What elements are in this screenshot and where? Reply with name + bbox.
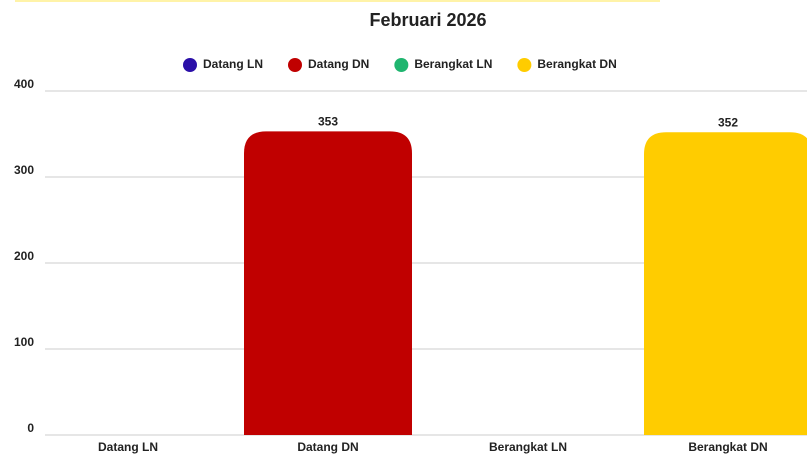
top-accent bbox=[15, 0, 660, 2]
legend-swatch bbox=[517, 58, 532, 72]
data-label: 353 bbox=[318, 115, 338, 129]
x-tick-label: Datang LN bbox=[98, 440, 158, 454]
y-tick-label: 300 bbox=[14, 163, 34, 177]
legend-label: Berangkat DN bbox=[537, 57, 616, 71]
legend-swatch bbox=[394, 58, 409, 72]
x-tick-label: Berangkat DN bbox=[688, 440, 767, 454]
y-tick-label: 400 bbox=[14, 77, 34, 91]
y-tick-label: 0 bbox=[27, 421, 34, 435]
legend-label: Berangkat LN bbox=[414, 57, 492, 71]
legend-swatch bbox=[183, 58, 197, 72]
legend-label: Datang LN bbox=[203, 57, 263, 71]
data-label: 352 bbox=[718, 115, 738, 129]
bar bbox=[244, 131, 412, 436]
x-tick-label: Datang DN bbox=[297, 440, 358, 454]
legend-swatch bbox=[288, 58, 302, 72]
bar bbox=[644, 132, 807, 435]
legend-label: Datang DN bbox=[308, 57, 369, 71]
x-tick-label: Berangkat LN bbox=[489, 440, 567, 454]
y-tick-label: 200 bbox=[14, 249, 34, 263]
chart-title: Februari 2026 bbox=[369, 10, 486, 30]
y-tick-label: 100 bbox=[14, 335, 34, 349]
